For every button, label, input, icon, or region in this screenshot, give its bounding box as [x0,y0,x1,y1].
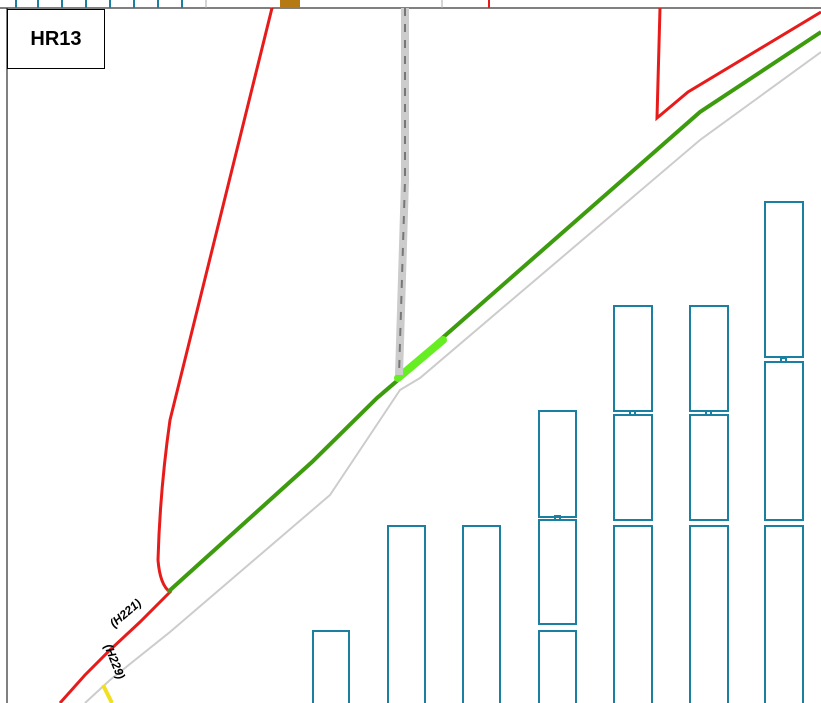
parking-bay [462,525,501,703]
yellow-route-line[interactable] [101,684,114,703]
highlight-segment[interactable] [394,336,447,382]
map-title: HR13 [7,9,105,69]
parking-bay [764,361,804,521]
green-route-line[interactable] [166,30,821,594]
route-label-h229: (H229) [101,642,128,681]
parking-bay [764,201,804,358]
dashed-path[interactable] [395,8,409,376]
parking-bay [689,414,729,521]
parking-bay [613,305,653,412]
red-route-line[interactable] [58,7,274,703]
parking-bay [689,525,729,703]
parking-bay [764,525,804,703]
parking-bay [689,305,729,412]
red-route-branch[interactable] [655,7,821,122]
grey-route-line [84,51,821,703]
parking-bay [538,519,577,625]
brown-marker [280,0,300,8]
parking-bay [538,410,577,518]
parking-bay [312,630,350,703]
parking-bay [613,414,653,521]
parking-bay [387,525,426,703]
parking-bay [613,525,653,703]
top-strip [0,0,821,9]
parking-bays [312,201,804,703]
parking-bay [538,630,577,703]
